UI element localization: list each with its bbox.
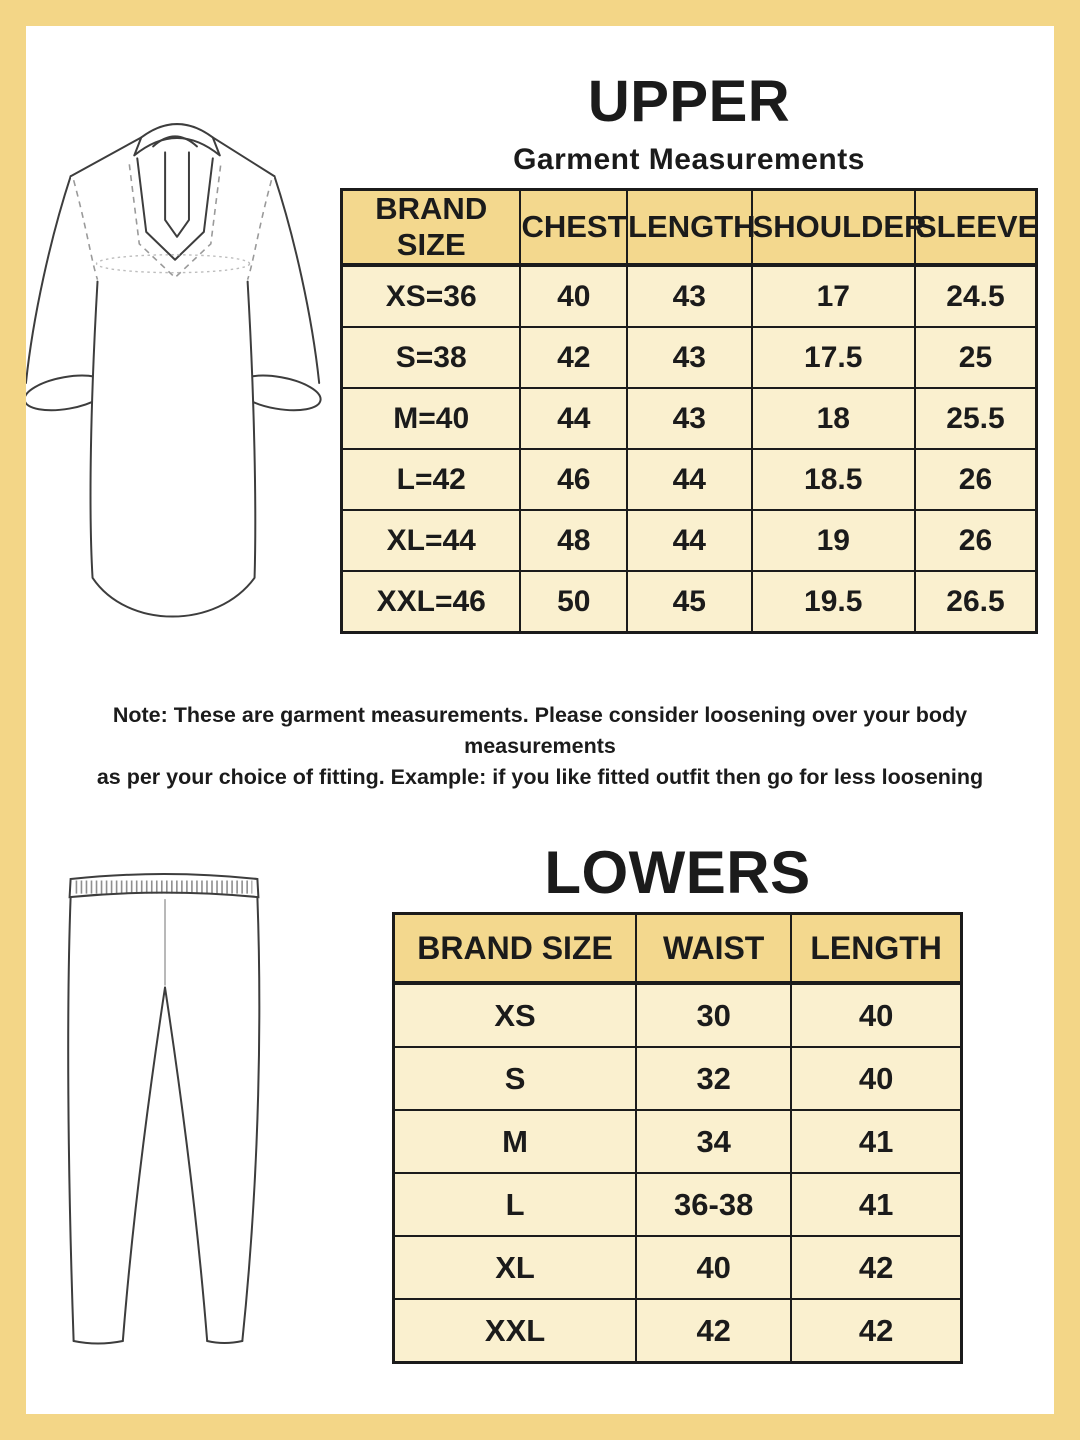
table-cell: 41 [790,1109,963,1174]
table-cell: XS=36 [340,264,522,328]
table-cell: 24.5 [913,264,1038,328]
table-cell: 36-38 [635,1172,793,1237]
table-cell: 17 [750,264,916,328]
table-cell: 30 [635,982,793,1048]
table-row: M 34 41 [392,1109,963,1174]
table-cell: 40 [790,1046,963,1111]
table-cell: 48 [519,509,629,572]
table-cell: 42 [635,1298,793,1364]
table-cell: 19 [750,509,916,572]
kurta-illustration [23,123,322,618]
table-row: XXL=46 50 45 19.5 26.5 [340,570,1038,634]
table-cell: M [392,1109,638,1174]
table-cell: 40 [790,982,963,1048]
column-header: BRAND SIZE [340,188,522,267]
table-cell: 17.5 [750,326,916,389]
table-cell: 44 [626,448,753,511]
table-cell: 46 [519,448,629,511]
table-cell: 41 [790,1172,963,1237]
column-header: LENGTH [790,912,963,985]
table-cell: L [392,1172,638,1237]
column-header: SLEEVE [913,188,1038,267]
table-row: XS 30 40 [392,982,963,1048]
column-header: WAIST [635,912,793,985]
table-row: XL 40 42 [392,1235,963,1300]
table-cell: 34 [635,1109,793,1174]
header-row: BRAND SIZE WAIST LENGTH [392,912,963,985]
table-cell: 43 [626,326,753,389]
table-cell: 44 [626,509,753,572]
column-header: CHEST [519,188,629,267]
table-cell: XXL [392,1298,638,1364]
table-cell: 18 [750,387,916,450]
table-cell: 44 [519,387,629,450]
table-cell: S=38 [340,326,522,389]
table-cell: 32 [635,1046,793,1111]
table-cell: 50 [519,570,629,634]
table-cell: 26.5 [913,570,1038,634]
note-line-1: Note: These are garment measurements. Pl… [112,703,968,758]
table-cell: M=40 [340,387,522,450]
table-cell: L=42 [340,448,522,511]
table-cell: 25 [913,326,1038,389]
table-cell: 42 [790,1298,963,1364]
note-line-2: as per your choice of fitting. Example: … [96,765,984,789]
table-cell: 40 [519,264,629,328]
table-cell: 25.5 [913,387,1038,450]
table-cell: XL [392,1235,638,1300]
table-row: M=40 44 43 18 25.5 [340,387,1038,450]
table-cell: 40 [635,1235,793,1300]
table-cell: 43 [626,264,753,328]
upper-section-title: UPPER [587,69,791,134]
table-cell: 26 [913,509,1038,572]
table-cell: 19.5 [750,570,916,634]
upper-section-subtitle: Garment Measurements [513,143,865,176]
table-cell: 43 [626,387,753,450]
header-row: BRAND SIZE CHEST LENGTH SHOULDER SLEEVE [340,188,1038,267]
table-cell: XS [392,982,638,1048]
table-cell: XL=44 [340,509,522,572]
column-header: LENGTH [626,188,756,267]
table-row: S 32 40 [392,1046,963,1111]
table-cell: 42 [519,326,629,389]
table-row: L 36-38 41 [392,1172,963,1237]
column-header: BRAND SIZE [392,912,638,985]
leggings-illustration [67,873,261,1345]
lowers-section-title: LOWERS [544,839,811,906]
table-cell: 45 [626,570,753,634]
table-cell: 26 [913,448,1038,511]
table-cell: XXL=46 [340,570,522,634]
table-row: XS=36 40 43 17 24.5 [340,264,1038,328]
table-cell: 18.5 [750,448,916,511]
measurement-note: Note: These are garment measurements. Pl… [50,700,1030,793]
upper-measurements-table: BRAND SIZE CHEST LENGTH SHOULDER SLEEVE XS=36… [340,188,1038,634]
table-row: XXL 42 42 [392,1298,963,1364]
table-cell: S [392,1046,638,1111]
table-row: S=38 42 43 17.5 25 [340,326,1038,389]
table-row: XL=44 48 44 19 26 [340,509,1038,572]
table-cell: 42 [790,1235,963,1300]
lowers-measurements-table: BRAND SIZE WAIST LENGTH XS 30 40 S 32 40 M 34 41 L 36… [392,912,963,1364]
column-header: SHOULDER [750,188,926,267]
table-row: L=42 46 44 18.5 26 [340,448,1038,511]
